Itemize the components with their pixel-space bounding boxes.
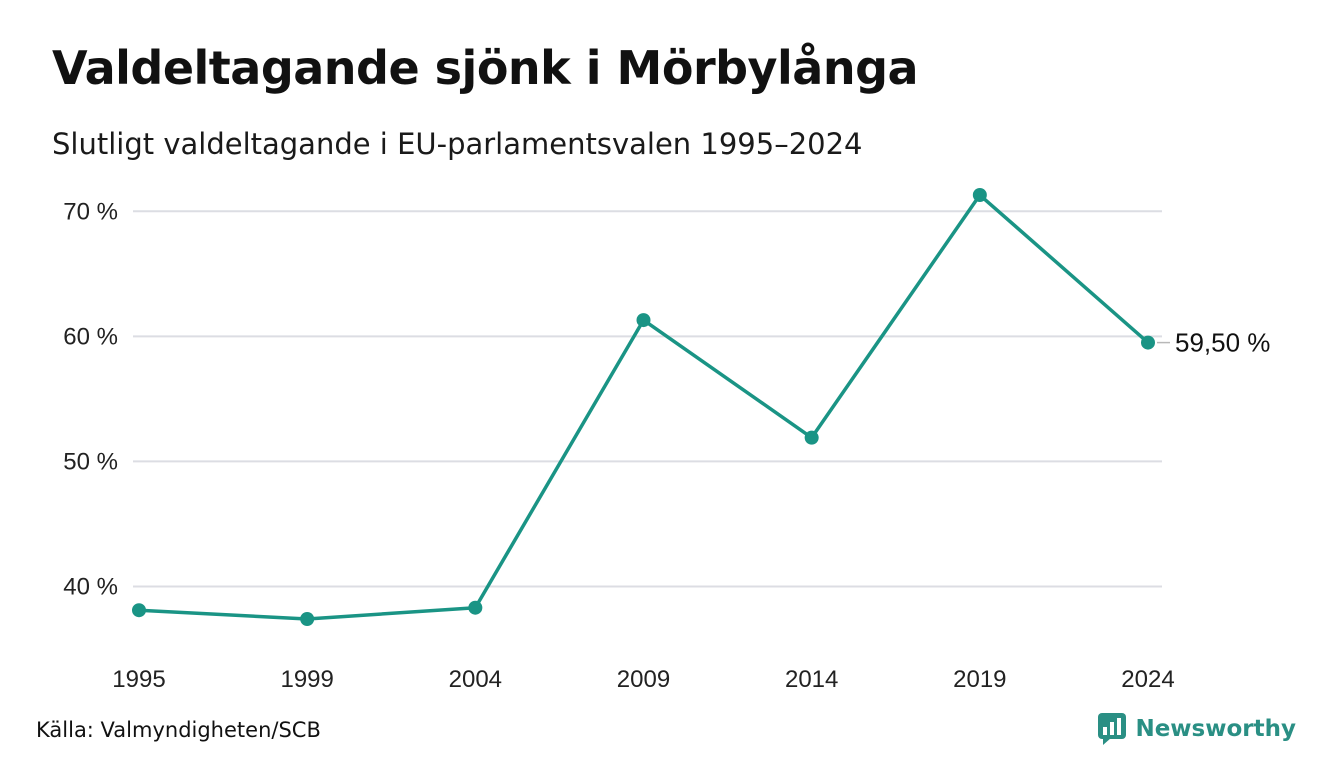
end-annotation: 59,50 % [1157, 328, 1270, 358]
x-tick-label: 1995 [112, 666, 165, 693]
series-line [137, 193, 1150, 621]
data-point [300, 611, 315, 626]
x-tick-label: 2014 [785, 666, 838, 693]
x-axis-ticks: 1995 1999 2004 2009 2014 2019 2024 [112, 666, 1174, 693]
y-tick-label: 70 % [63, 198, 118, 225]
brand-name: Newsworthy [1135, 716, 1296, 742]
data-point [132, 603, 146, 618]
y-tick-label: 60 % [63, 323, 118, 350]
chart-subtitle: Slutligt valdeltagande i EU-parlamentsva… [52, 127, 863, 161]
y-tick-label: 50 % [63, 448, 118, 475]
x-tick-label: 2019 [953, 666, 1006, 693]
end-value-label: 59,50 % [1175, 328, 1270, 358]
source-note: Källa: Valmyndigheten/SCB [36, 718, 321, 742]
data-point [468, 600, 483, 615]
data-series [132, 188, 1155, 626]
x-tick-label: 1999 [280, 666, 333, 693]
gridlines [133, 210, 1162, 588]
data-point [804, 430, 819, 445]
data-point [972, 188, 987, 203]
y-axis-ticks: 40 % 50 % 60 % 70 % [63, 198, 118, 600]
x-tick-label: 2024 [1121, 666, 1174, 693]
chart-title: Valdeltagande sjönk i Mörbylånga [52, 41, 919, 95]
data-point [636, 313, 651, 328]
brand-logo: Newsworthy [1097, 712, 1296, 746]
y-tick-label: 40 % [63, 573, 118, 600]
newsworthy-logo-icon [1098, 713, 1127, 745]
x-tick-label: 2009 [617, 666, 670, 693]
line-chart: 40 % 50 % 60 % 70 % 1995 1999 2004 2009 2014 201… [63, 188, 1270, 693]
x-tick-label: 2004 [449, 666, 502, 693]
data-point [1141, 335, 1155, 350]
